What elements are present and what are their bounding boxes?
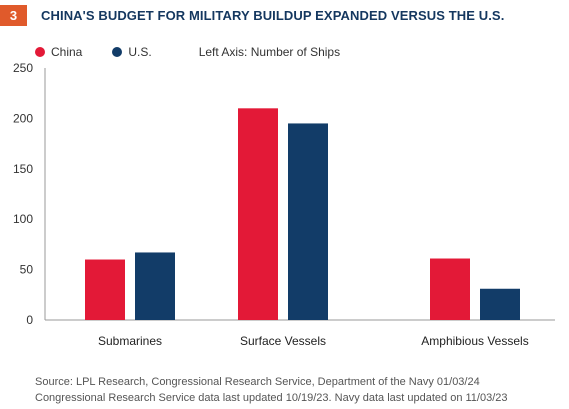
source-note: Source: LPL Research, Congressional Rese… [35, 374, 508, 406]
legend-label-china: China [51, 45, 83, 59]
source-line-1: Source: LPL Research, Congressional Rese… [35, 376, 480, 388]
chart-title: CHINA'S BUDGET FOR MILITARY BUILDUP EXPA… [41, 8, 505, 23]
bar-china-submarines [85, 259, 125, 320]
legend-label-us: U.S. [128, 45, 152, 59]
bar-china-surface-vessels [238, 108, 278, 320]
bar-us-submarines [135, 252, 175, 320]
x-tick-label: Amphibious Vessels [421, 334, 528, 348]
y-tick-label: 200 [13, 111, 33, 125]
bar-us-surface-vessels [288, 123, 328, 320]
x-tick-label: Submarines [98, 334, 162, 348]
source-line-2: Congressional Research Service data last… [35, 392, 508, 404]
x-tick-label: Surface Vessels [240, 334, 326, 348]
y-tick-label: 100 [13, 212, 33, 226]
y-tick-label: 150 [13, 162, 33, 176]
axis-note: Left Axis: Number of Ships [198, 45, 341, 59]
legend-swatch-us [112, 47, 123, 57]
y-tick-label: 50 [20, 263, 34, 277]
legend-item-us: U.S. [112, 45, 152, 59]
bar-us-amphibious-vessels [480, 288, 520, 320]
bar-china-amphibious-vessels [430, 258, 470, 320]
chart-legend: China U.S. Left Axis: Number of Ships [35, 45, 340, 59]
legend-item-china: China [35, 45, 82, 59]
y-tick-label: 0 [26, 313, 33, 327]
figure-number: 3 [9, 8, 18, 23]
bar-chart: 0 50 100 150 200 250 Submarines Surface Vessels… [13, 61, 555, 348]
legend-swatch-china [35, 47, 45, 57]
y-tick-label: 250 [13, 61, 33, 75]
figure-number-badge: 3 [0, 5, 27, 26]
